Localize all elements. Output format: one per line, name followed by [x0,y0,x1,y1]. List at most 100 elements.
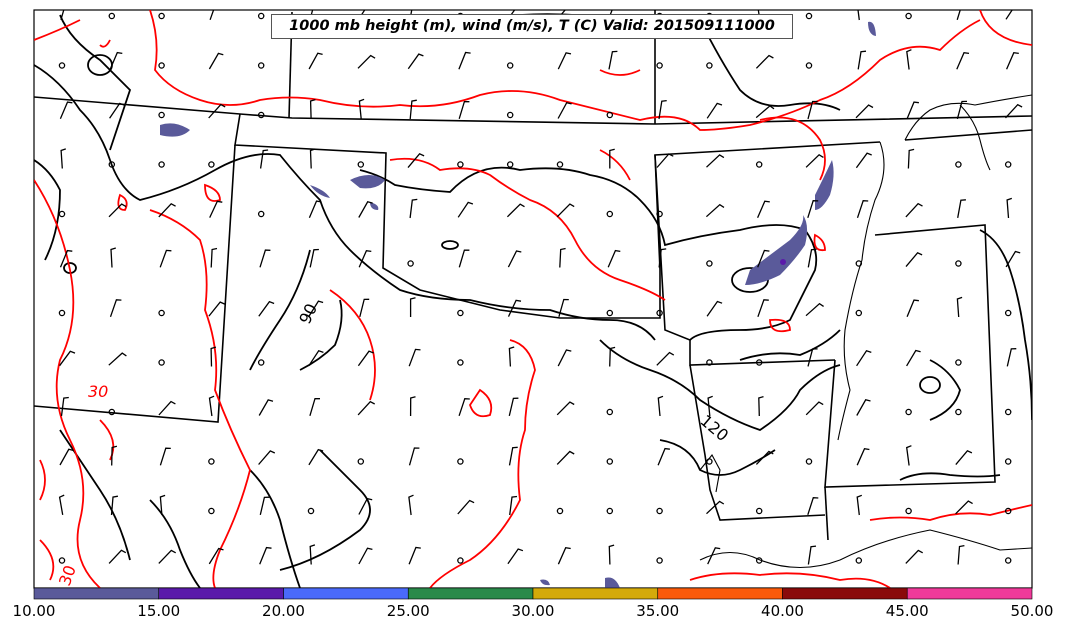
wind-barb [359,298,370,318]
calm-wind-circle [706,359,713,366]
wind-barb [857,10,860,21]
wind-barb [856,494,863,516]
wind-barb [805,401,824,416]
wind-barb [208,547,224,565]
wind-barb [608,50,618,70]
wind-barb [58,494,65,516]
calm-wind-circle [1004,161,1012,168]
calm-wind-circle [656,557,663,564]
wind-barb [705,203,725,218]
calm-wind-circle [1004,408,1012,416]
wind-barb [210,346,217,367]
calm-wind-circle [108,161,116,168]
wind-barb [656,153,674,168]
wind-barb [706,102,723,119]
wind-barb [907,148,915,169]
wind-barb [556,401,575,416]
wind-barb [608,544,615,565]
wind-barb [159,447,171,466]
calm-wind-circle [506,62,514,69]
wind-barb [955,500,973,515]
wind-barb [556,450,575,465]
calm-wind-circle [755,507,763,515]
wind-barb [507,250,522,268]
calm-wind-circle [656,62,663,69]
wind-barb [557,52,572,70]
wind-barb [755,450,774,465]
wind-barb [508,446,518,466]
wind-barb [158,549,177,564]
calm-wind-circle [457,161,464,168]
wind-barb [906,349,921,367]
calm-wind-circle [755,359,763,366]
wind-barb [856,399,871,416]
calm-wind-circle [208,458,215,465]
wind-barb [309,397,321,416]
wind-barb [357,400,376,416]
wind-barb [259,546,272,565]
wind-barb [158,400,176,416]
wind-barb [408,447,420,466]
wind-barb [108,549,127,564]
wind-barb [805,302,824,317]
colorbar-tick-label: 25.00 [386,602,430,620]
wind-barb [557,101,572,119]
calm-wind-circle [606,210,614,218]
calm-wind-circle [158,62,165,69]
calm-wind-circle [955,161,962,168]
wind-barb [1005,10,1013,20]
wind-barb [658,99,667,120]
colorbar-segment [283,587,409,600]
wind-barb [956,100,968,120]
wind-barb [60,10,65,20]
wind-barb [906,299,919,317]
map-title: 1000 mb height (m), wind (m/s), T (C) Va… [271,14,793,39]
wind-barb [507,548,524,565]
calm-wind-circle [855,557,863,564]
calm-wind-circle [457,557,464,564]
map-contents: 90 120 30 30 [34,10,1032,588]
calm-wind-circle [158,309,165,317]
wind-barb [558,298,569,317]
calm-wind-circle [755,161,763,168]
wind-barb [707,395,713,417]
wind-barb [159,249,172,268]
colorbar-tick-label: 20.00 [262,602,305,620]
wind-barb [508,346,515,367]
calm-wind-circle [606,507,614,515]
wind-barb [407,153,425,169]
wind-barb [457,499,475,515]
wind-barb [757,249,770,268]
wind-barb [357,350,374,367]
wind-barb [308,448,324,466]
wind-barb [856,350,872,367]
wind-barb [807,348,818,367]
wind-barb [208,395,215,417]
calm-wind-circle [457,359,464,366]
calm-wind-circle [556,507,564,515]
wind-barb [757,200,770,218]
calm-wind-circle [606,309,614,317]
calm-wind-circle [955,359,962,366]
wind-barb [258,450,276,465]
wind-barb [409,297,416,317]
wind-barb [906,49,912,70]
calm-wind-circle [307,507,315,515]
wind-barb [59,101,73,119]
wind-barb [109,102,125,119]
wind-barb [805,153,824,168]
wind-barb [309,98,316,120]
wind-barb [758,395,764,417]
calm-wind-circle [606,408,614,416]
calm-wind-circle [108,12,116,20]
wind-barb [358,98,365,120]
wind-barb [358,201,373,218]
wind-barb [209,10,215,21]
calm-wind-circle [1004,309,1012,317]
wind-barb [706,500,725,515]
calm-wind-circle [1004,458,1012,465]
wind-barbs [58,10,1023,565]
colorbar-tick-label: 40.00 [761,602,804,620]
wind-barb [159,494,166,516]
